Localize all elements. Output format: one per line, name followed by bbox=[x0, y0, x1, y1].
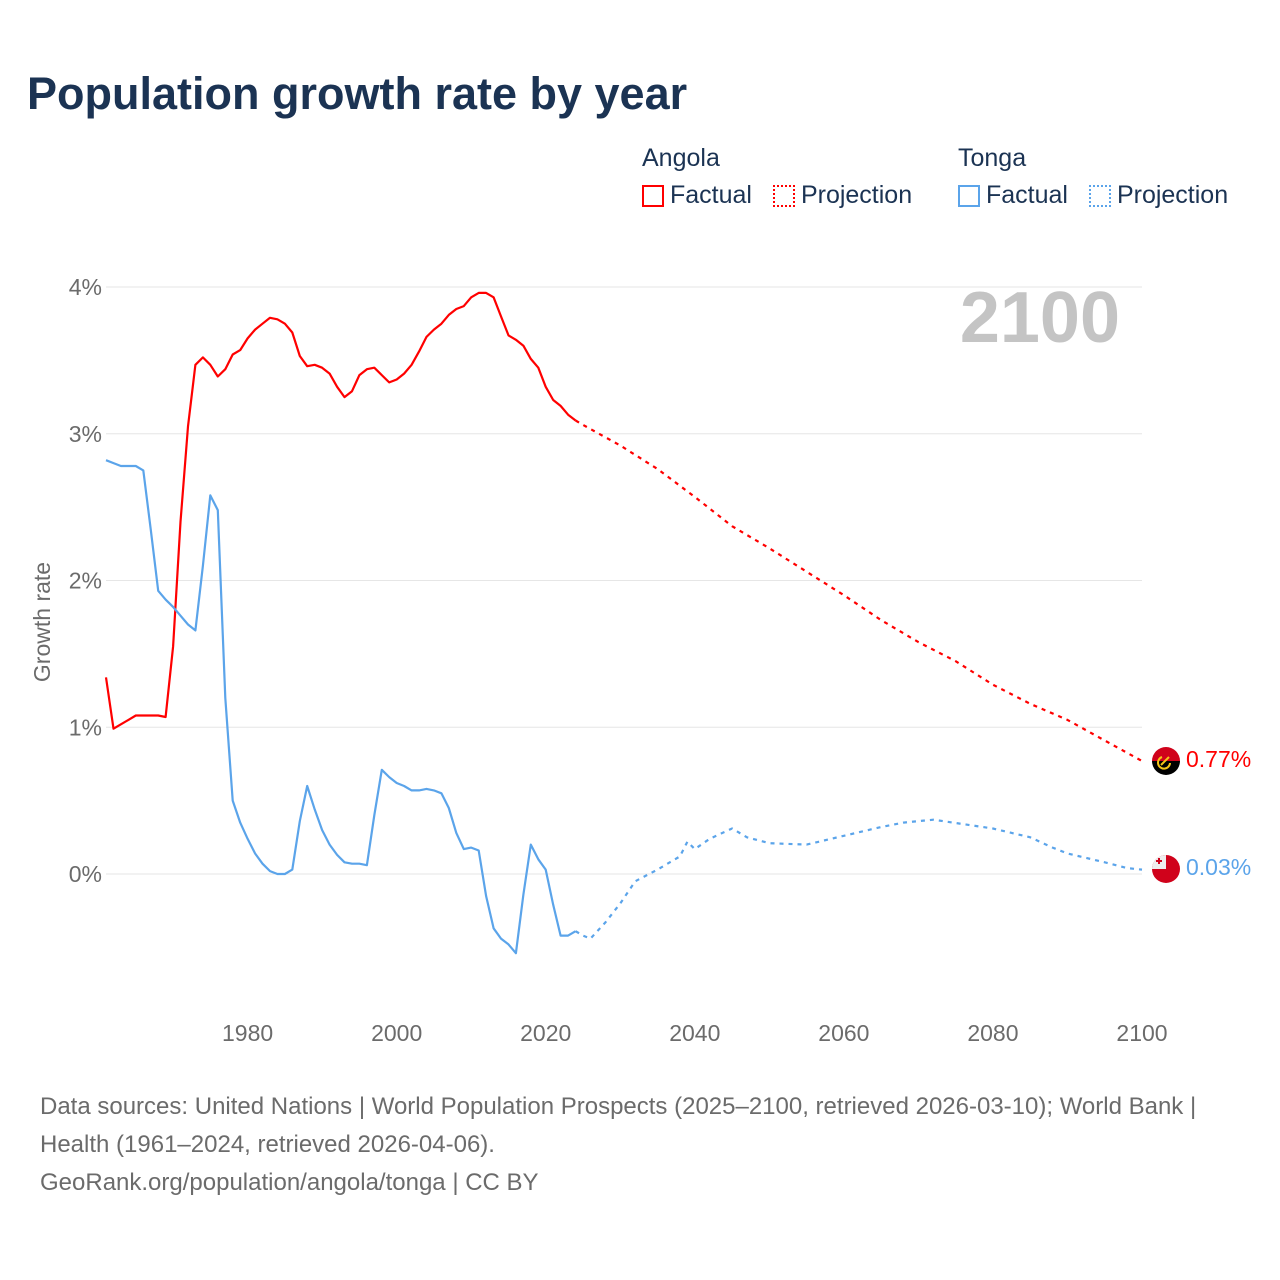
legend-item-angola-projection[interactable]: Projection bbox=[772, 181, 913, 210]
legend-label: Projection bbox=[1116, 181, 1229, 209]
tonga-projection-line bbox=[575, 818, 1143, 940]
legend-country: Tonga bbox=[958, 144, 1027, 172]
y-tick-label: 4% bbox=[69, 274, 102, 300]
attribution-link[interactable]: GeoRank.org/population/angola/tonga | CC… bbox=[40, 1169, 539, 1196]
angola-factual-line bbox=[104, 291, 577, 730]
x-tick-label: 2060 bbox=[818, 1020, 869, 1046]
y-tick-label: 0% bbox=[69, 861, 102, 887]
legend-angola: Angola Factual Projection bbox=[642, 144, 926, 214]
x-tick-label: 2040 bbox=[669, 1020, 720, 1046]
y-tick-label: 1% bbox=[69, 714, 102, 740]
solid-swatch-icon bbox=[958, 184, 980, 207]
x-tick-label: 2000 bbox=[371, 1020, 422, 1046]
dotted-swatch-icon bbox=[772, 184, 795, 207]
angola-projection-line bbox=[575, 419, 1143, 762]
y-tick-label: 3% bbox=[69, 421, 102, 447]
tonga-factual-line bbox=[105, 459, 577, 955]
tonga-end-label: 0.03% bbox=[1186, 854, 1251, 880]
y-tick-label: 2% bbox=[69, 568, 102, 594]
x-tick-label: 1980 bbox=[222, 1020, 273, 1046]
dotted-swatch-icon bbox=[1088, 184, 1111, 207]
tonga-flag-icon bbox=[1152, 855, 1180, 883]
legend-item-tonga-projection[interactable]: Projection bbox=[1088, 181, 1229, 210]
x-tick-label: 2100 bbox=[1116, 1020, 1167, 1046]
legend-item-tonga-factual[interactable]: Factual bbox=[958, 181, 1068, 210]
line-chart: 0% 1% 2% 3% 4% 1980 2000 2020 2040 2060 2080 2100 2… bbox=[29, 274, 1251, 1046]
legend-label: Projection bbox=[800, 181, 913, 209]
solid-swatch-icon bbox=[642, 184, 664, 207]
angola-flag-icon bbox=[1152, 747, 1180, 775]
x-tick-label: 2020 bbox=[520, 1020, 571, 1046]
chart-title: Population growth rate by year bbox=[27, 68, 688, 119]
angola-end-label: 0.77% bbox=[1186, 746, 1251, 772]
legend-country: Angola bbox=[642, 144, 720, 172]
x-tick-label: 2080 bbox=[967, 1020, 1018, 1046]
year-watermark: 2100 bbox=[960, 278, 1120, 358]
legend-label: Factual bbox=[986, 181, 1068, 209]
data-sources: Data sources: United Nations | World Pop… bbox=[40, 1093, 1197, 1158]
source-note: Data sources: United Nations | World Pop… bbox=[40, 1088, 1240, 1202]
legend-label: Factual bbox=[670, 181, 752, 209]
y-axis-label: Growth rate bbox=[29, 562, 55, 682]
legend-tonga: Tonga Factual Projection bbox=[958, 144, 1242, 214]
legend-item-angola-factual[interactable]: Factual bbox=[642, 181, 752, 210]
